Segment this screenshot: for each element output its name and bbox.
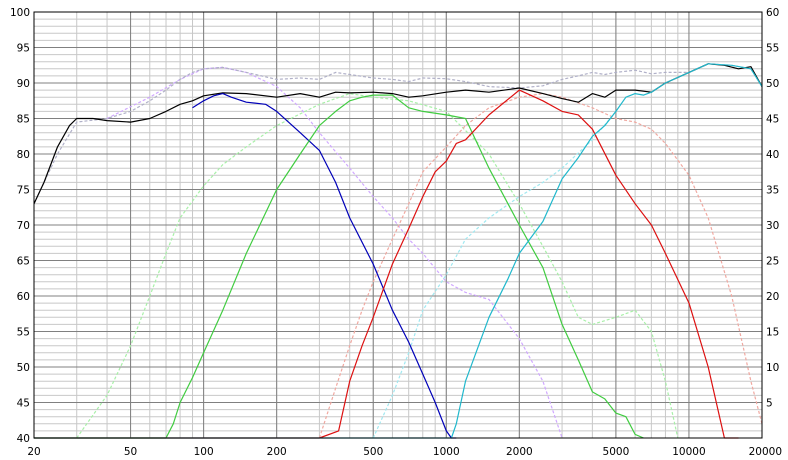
x-tick-label: 500 [363, 446, 383, 458]
y-left-tick-label: 70 [17, 220, 30, 232]
series-layer [33, 63, 763, 439]
y-left-tick-label: 95 [17, 43, 30, 55]
x-tick-label: 100 [194, 446, 214, 458]
y-right-tick-label: 10 [766, 362, 779, 374]
series-line-2 [76, 92, 679, 439]
y-left-tick-label: 80 [17, 149, 30, 161]
y-right-tick-label: 25 [766, 256, 779, 268]
y-left-tick-label: 90 [17, 78, 30, 90]
x-tick-label: 2000 [506, 446, 533, 458]
x-tick-label: 5000 [603, 446, 630, 458]
y-left-axis-tick-labels: 40 45 50 55 60 65 70 75 80 85 90 95 100 [10, 7, 30, 445]
y-left-tick-label: 45 [17, 398, 30, 410]
series-line-10 [34, 63, 763, 439]
y-left-tick-label: 65 [17, 256, 30, 268]
y-left-tick-label: 100 [10, 7, 30, 19]
y-right-axis-tick-labels: 5 10 15 20 25 30 35 40 45 50 55 60 [766, 7, 779, 410]
series-line-4 [372, 111, 617, 439]
y-right-tick-label: 20 [766, 291, 779, 303]
y-right-tick-label: 35 [766, 185, 779, 197]
x-tick-label: 20 [27, 446, 40, 458]
plot-border [33, 11, 763, 439]
series-line-5 [33, 63, 763, 204]
y-left-tick-label: 55 [17, 327, 30, 339]
y-left-tick-label: 85 [17, 114, 30, 126]
y-left-tick-label: 60 [17, 291, 30, 303]
series-line-7 [192, 92, 457, 439]
y-right-tick-label: 50 [766, 78, 779, 90]
y-right-tick-label: 40 [766, 149, 779, 161]
x-tick-label: 1000 [433, 446, 460, 458]
series-line-8 [34, 94, 644, 439]
x-tick-label: 200 [267, 446, 287, 458]
x-tick-label: 50 [124, 446, 137, 458]
y-left-tick-label: 75 [17, 185, 30, 197]
series-line-9 [34, 89, 739, 439]
y-right-tick-label: 15 [766, 327, 779, 339]
y-right-tick-label: 55 [766, 43, 779, 55]
y-right-tick-label: 30 [766, 220, 779, 232]
y-right-tick-label: 60 [766, 7, 779, 19]
y-left-tick-label: 50 [17, 362, 30, 374]
x-tick-label: 20000 [749, 446, 782, 458]
y-right-tick-label: 5 [766, 398, 773, 410]
x-axis-tick-labels: 20 50 100 200 500 1000 2000 5000 10000 20000 [27, 446, 782, 458]
y-right-tick-label: 45 [766, 114, 779, 126]
y-left-tick-label: 40 [17, 433, 30, 445]
x-tick-label: 10000 [672, 446, 705, 458]
